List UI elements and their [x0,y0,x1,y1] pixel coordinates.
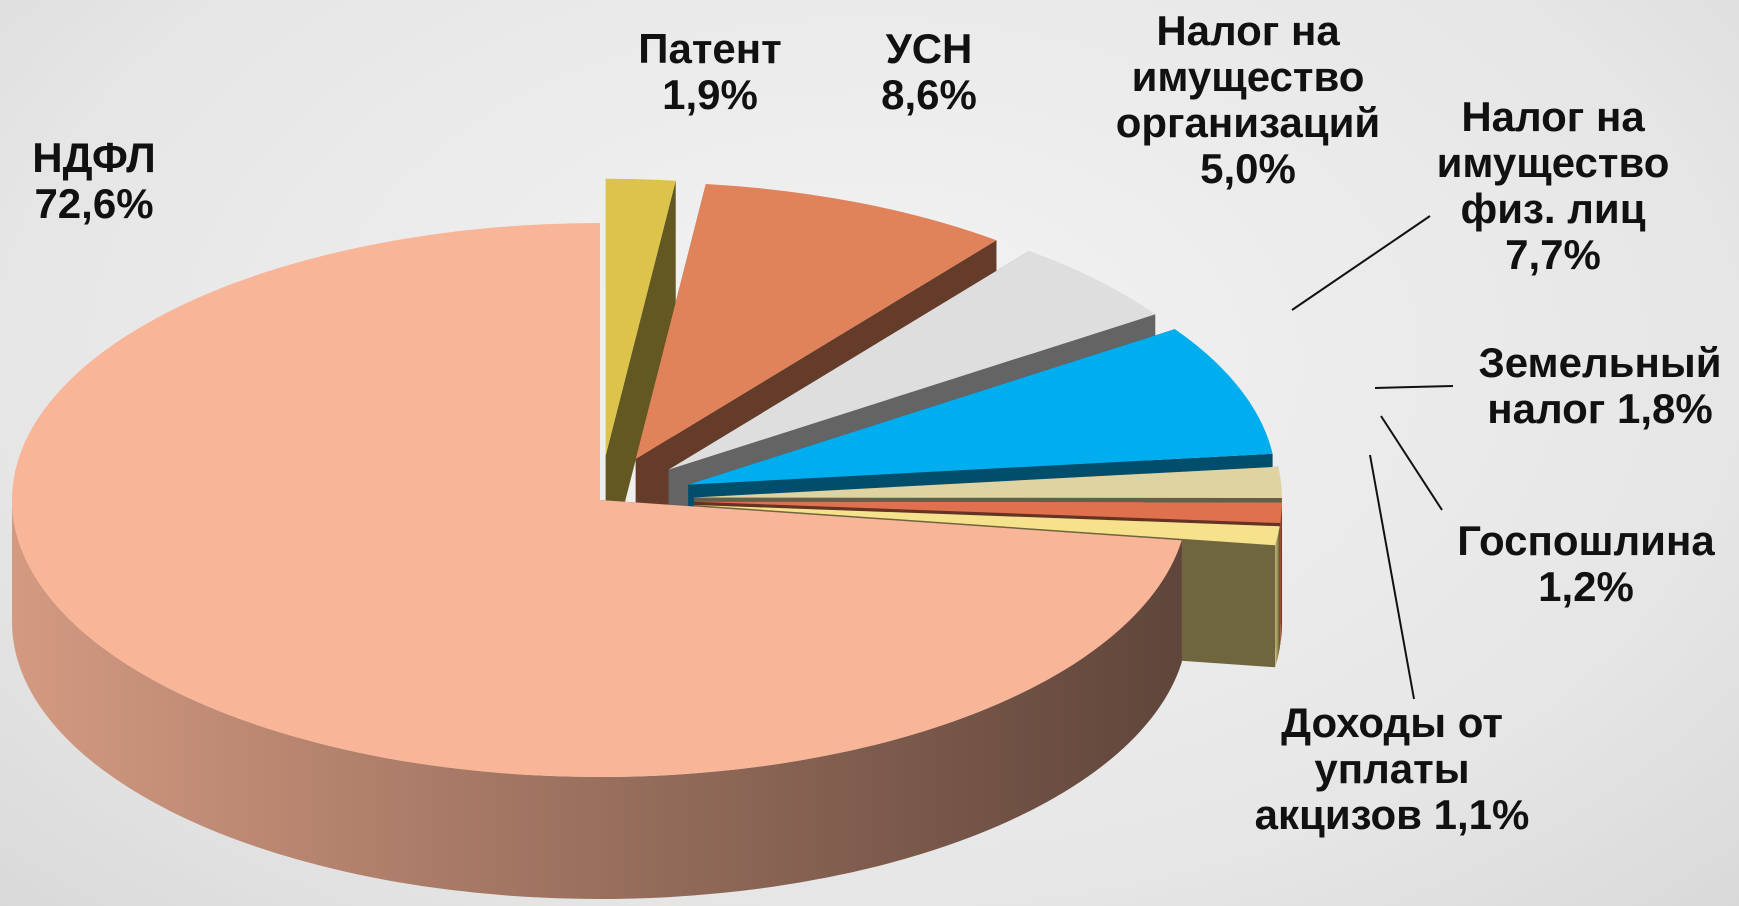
category-label: Патент [638,25,782,72]
slice-side [12,500,1182,900]
slice-side [1275,526,1280,668]
slice [688,329,1273,485]
slice [694,501,1283,524]
category-label: Доходы от уплаты акцизов [1254,699,1503,838]
slice [635,183,997,460]
value-label: 7,7% [1505,231,1601,278]
value-label: 1,9% [662,71,758,118]
slice-label: УСН 8,6% [829,26,1029,118]
category-label: Земельный налог [1478,339,1722,432]
value-label: 1,1% [1433,791,1530,838]
category-label: Госпошлина [1457,517,1715,564]
value-label: 1,8% [1616,385,1713,432]
leader-line [1369,454,1415,700]
slice [605,178,676,456]
slice [668,250,1156,470]
slice [12,223,1182,777]
slice-label: Госпошлина 1,2% [1441,518,1731,610]
leader-line [1374,385,1454,389]
slice-label: Налог на имущество физ. лиц 7,7% [1418,94,1688,278]
slice-label: НДФЛ 72,6% [0,135,194,227]
category-label: УСН [885,25,973,72]
category-label: Налог на имущество организаций [1115,7,1381,146]
value-label: 5,0% [1200,145,1296,192]
slice-label: Доходы от уплаты акцизов 1,1% [1227,700,1557,838]
slice-side [1280,502,1283,646]
value-label: 8,6% [881,71,977,118]
slice-label: Патент 1,9% [610,26,810,118]
slice-wall [605,180,676,578]
leader-line [1291,215,1431,311]
leader-line [1380,415,1443,511]
slice [693,504,1280,546]
slice [693,466,1282,498]
category-label: НДФЛ [32,134,156,181]
value-label: 72,6% [34,180,154,227]
slice-label: Налог на имущество организаций 5,0% [1093,8,1403,192]
value-label: 1,2% [1538,563,1634,610]
slice-label: Земельный налог 1,8% [1470,340,1730,432]
category-label: Налог на имущество физ. лиц [1436,93,1670,232]
